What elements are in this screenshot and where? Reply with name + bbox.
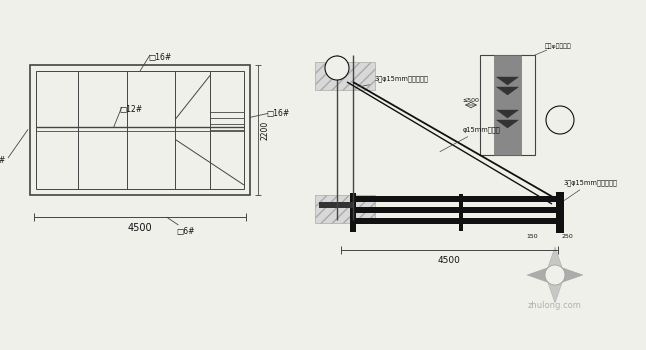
Polygon shape <box>527 265 555 285</box>
Bar <box>480 55 535 155</box>
Text: ≤500: ≤500 <box>463 98 479 103</box>
Polygon shape <box>497 110 519 118</box>
Bar <box>350 193 356 232</box>
Text: φ15mm饰盘绳: φ15mm饰盘绳 <box>440 126 500 152</box>
Text: □6#: □6# <box>176 227 195 236</box>
Text: □12#: □12# <box>120 105 143 114</box>
Text: 150: 150 <box>526 234 538 239</box>
Bar <box>459 194 463 231</box>
Bar <box>556 192 564 233</box>
Polygon shape <box>497 87 519 95</box>
Circle shape <box>546 106 574 134</box>
Text: □16#: □16# <box>148 53 171 62</box>
Text: 250: 250 <box>562 234 574 239</box>
Polygon shape <box>545 275 565 303</box>
Text: 4500: 4500 <box>128 223 152 233</box>
Text: zhulong.com: zhulong.com <box>528 301 582 309</box>
Text: 2200: 2200 <box>260 120 269 140</box>
Bar <box>315 62 375 90</box>
Text: □16#: □16# <box>0 156 5 166</box>
Bar <box>30 65 250 195</box>
Polygon shape <box>555 265 583 285</box>
Bar <box>319 202 353 208</box>
Polygon shape <box>497 120 519 128</box>
Bar <box>353 207 560 213</box>
Circle shape <box>325 56 349 80</box>
Bar <box>36 71 244 189</box>
Text: 3根φ15mm饰盘孔广件: 3根φ15mm饰盘孔广件 <box>564 179 618 201</box>
Text: 3根φ15mm饰盘孔广件: 3根φ15mm饰盘孔广件 <box>360 75 429 86</box>
Bar <box>494 55 521 155</box>
Text: 2: 2 <box>557 115 563 125</box>
Bar <box>315 195 375 223</box>
Polygon shape <box>497 77 519 85</box>
Text: 预埋φ饰盘钉管: 预埋φ饰盘钉管 <box>545 43 572 49</box>
Text: □16#: □16# <box>266 109 289 118</box>
Text: 2: 2 <box>334 63 340 73</box>
Bar <box>353 218 560 224</box>
Polygon shape <box>545 247 565 275</box>
Circle shape <box>545 265 565 285</box>
Bar <box>353 196 560 202</box>
Text: 4500: 4500 <box>438 256 461 265</box>
